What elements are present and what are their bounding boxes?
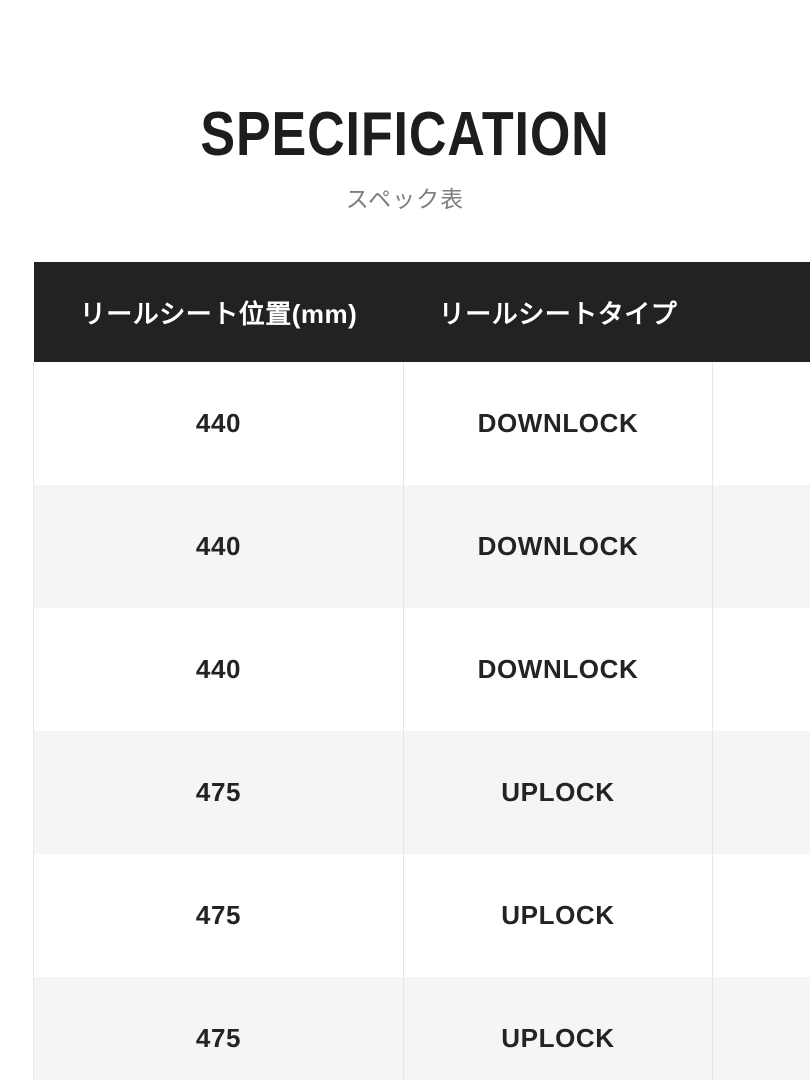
cell-third bbox=[712, 485, 810, 608]
cell-third bbox=[712, 977, 810, 1080]
cell-reel-seat-position: 475 bbox=[33, 731, 404, 854]
table-row: 440 DOWNLOCK bbox=[33, 608, 810, 731]
cell-reel-seat-type: UPLOCK bbox=[403, 854, 713, 977]
column-header-reel-seat-type: リールシートタイプ bbox=[403, 262, 713, 362]
specification-table: リールシート位置(mm) リールシートタイプ カー 440 DOWNLOCK 4… bbox=[33, 262, 810, 1080]
cell-reel-seat-type: UPLOCK bbox=[403, 977, 713, 1080]
table-row: 475 UPLOCK bbox=[33, 977, 810, 1080]
page-subtitle: スペック表 bbox=[345, 186, 465, 212]
table-row: 475 UPLOCK bbox=[33, 731, 810, 854]
cell-reel-seat-position: 440 bbox=[33, 362, 404, 485]
cell-reel-seat-position: 475 bbox=[33, 854, 404, 977]
column-header-third: カー bbox=[712, 262, 810, 362]
cell-reel-seat-type: DOWNLOCK bbox=[403, 362, 713, 485]
cell-reel-seat-type: DOWNLOCK bbox=[403, 608, 713, 731]
cell-reel-seat-type: DOWNLOCK bbox=[403, 485, 713, 608]
table-row: 440 DOWNLOCK bbox=[33, 485, 810, 608]
cell-reel-seat-type: UPLOCK bbox=[403, 731, 713, 854]
column-header-reel-seat-position: リールシート位置(mm) bbox=[33, 262, 404, 362]
cell-third bbox=[712, 854, 810, 977]
cell-third bbox=[712, 608, 810, 731]
table-body: 440 DOWNLOCK 440 DOWNLOCK 440 DOWNLOCK bbox=[33, 362, 810, 1080]
cell-third bbox=[712, 731, 810, 854]
cell-reel-seat-position: 475 bbox=[33, 977, 404, 1080]
cell-reel-seat-position: 440 bbox=[33, 485, 404, 608]
table-row: 475 UPLOCK bbox=[33, 854, 810, 977]
table-header: リールシート位置(mm) リールシートタイプ カー bbox=[33, 262, 810, 362]
page-heading: SPECIFICATION スペック表 bbox=[0, 0, 810, 214]
cell-third bbox=[712, 362, 810, 485]
spec-table-scroll-container[interactable]: リールシート位置(mm) リールシートタイプ カー 440 DOWNLOCK 4… bbox=[33, 262, 810, 1080]
page-title: SPECIFICATION bbox=[200, 100, 610, 169]
cell-reel-seat-position: 440 bbox=[33, 608, 404, 731]
table-row: 440 DOWNLOCK bbox=[33, 362, 810, 485]
table-header-row: リールシート位置(mm) リールシートタイプ カー bbox=[33, 262, 810, 362]
